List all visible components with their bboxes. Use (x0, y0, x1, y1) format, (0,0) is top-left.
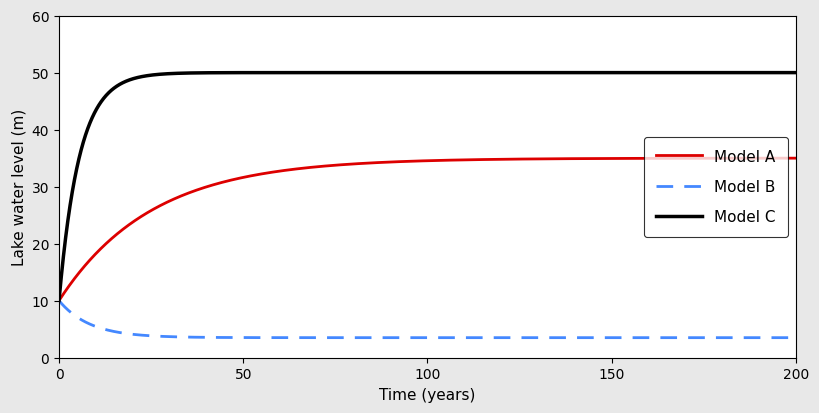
Model B (768, 335, 778, 340)
Model A (790, 156, 799, 161)
Model B (790, 335, 799, 340)
Model C (768, 71, 778, 76)
Model C (54, 299, 64, 304)
Model A (92, 251, 102, 256)
Y-axis label: Lake water level (m): Lake water level (m) (11, 109, 26, 266)
Model C (392, 71, 402, 76)
Model B (412, 335, 422, 340)
Model B (633, 335, 643, 340)
Model C (412, 71, 422, 76)
Legend: Model A, Model B, Model C: Model A, Model B, Model C (644, 137, 787, 237)
Model B (768, 335, 778, 340)
Model C (92, 107, 102, 112)
X-axis label: Time (years): Time (years) (378, 387, 475, 402)
Model C (787, 71, 797, 76)
Model A (768, 156, 778, 161)
Model A (412, 159, 422, 164)
Model B (92, 325, 102, 330)
Model A (54, 299, 64, 304)
Line: Model C: Model C (59, 74, 794, 301)
Model C (790, 71, 799, 76)
Model A (633, 157, 643, 161)
Line: Model B: Model B (59, 301, 794, 338)
Line: Model A: Model A (59, 159, 794, 301)
Model C (633, 71, 643, 76)
Model C (768, 71, 778, 76)
Model A (392, 160, 402, 165)
Model B (392, 335, 402, 340)
Model A (768, 156, 778, 161)
Model B (54, 299, 64, 304)
